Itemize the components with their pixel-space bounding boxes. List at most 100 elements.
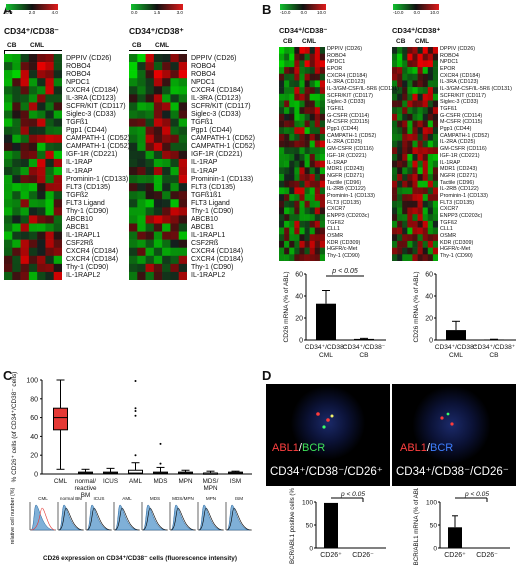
heatmap-cell (407, 100, 413, 108)
heatmap-cell (45, 263, 55, 273)
heatmap-cell (314, 254, 321, 261)
heatmap-cell (145, 102, 155, 111)
heatmap-cell (427, 127, 434, 135)
heatmap-cell (137, 191, 146, 200)
heatmap-cell (412, 227, 418, 235)
heatmap-cell (45, 126, 55, 136)
heatmap-cell (402, 100, 408, 108)
heatmap-cell (4, 118, 13, 127)
heatmap-cell (170, 78, 180, 87)
heatmap-cell (309, 140, 316, 148)
heatmap-cell (284, 194, 290, 202)
heatmap-cell (427, 200, 434, 208)
heatmap-cell (402, 180, 408, 188)
gene-label: ENPP3 (CD203c) (440, 213, 483, 220)
y-tick-label: 0 (429, 338, 433, 345)
heatmap-cell (397, 67, 403, 75)
y-tick-label: 50 (430, 523, 438, 530)
heatmap-cell (162, 183, 171, 192)
heatmap-cell (294, 154, 300, 161)
heatmap-cell (28, 94, 38, 103)
heatmap-cell (12, 118, 21, 127)
gene-label: Thy-1 (CD90) (66, 207, 109, 215)
heatmap-cell (319, 47, 325, 54)
heatmap-cell (289, 227, 295, 235)
heatmap-cell (178, 102, 187, 111)
gene-label: IL-2RA (CD25) (327, 139, 363, 146)
gene-label: SCFR/KIT (CD117) (191, 102, 251, 110)
heatmap-cell (314, 133, 321, 141)
heatmap-cell (412, 160, 418, 168)
heatmap-cell (12, 191, 21, 200)
heatmap-cell (427, 133, 434, 141)
category-label: MDS (154, 478, 168, 485)
y-tick-label: 40 (295, 294, 303, 301)
gene-label: Pgp1 (CD44) (440, 126, 472, 133)
fish-nucleus-1 (316, 412, 334, 429)
heatmap-cell (137, 126, 146, 136)
heatmap-cell (28, 167, 38, 176)
heatmap-cell (427, 67, 434, 75)
y-tick-label: 80 (30, 396, 38, 403)
heatmap-cell (20, 134, 30, 144)
heatmap-cell (422, 47, 429, 54)
heatmap-cell (145, 142, 155, 152)
heatmap-cell (153, 134, 163, 144)
heatmap-cell (319, 160, 325, 168)
heatmap-cell (417, 87, 423, 95)
heatmap-cell (178, 239, 187, 249)
heatmap-cell (162, 134, 171, 144)
x-cat-label: CD34⁺/CD38⁻ (343, 344, 386, 351)
heatmap-cell (309, 154, 316, 161)
heatmap-cell (309, 127, 316, 135)
heatmap-cell (299, 60, 305, 68)
heatmap-cell (45, 167, 55, 176)
gene-label: IL-1RAPL2 (66, 272, 101, 280)
heatmap-cell (422, 220, 429, 228)
heatmap-cell (407, 140, 413, 148)
gene-label: TGFß2 (440, 219, 458, 226)
heatmap-cell (37, 271, 46, 280)
p-value-label: p < 0.05 (340, 491, 365, 498)
heatmap-cell (392, 207, 398, 215)
heatmap-cell (397, 160, 403, 168)
heatmap-cell (279, 60, 285, 68)
heatmap-cell (178, 142, 187, 152)
heatmap-cell (170, 142, 180, 152)
heatmap-cell (299, 67, 305, 75)
gene-label: IL-2RA (CD25) (440, 139, 476, 146)
heatmap-cell (397, 154, 403, 161)
category-label: normal/ (75, 478, 96, 485)
heatmap-cell (284, 87, 290, 95)
heatmap-cell (309, 247, 316, 255)
gene-label: IL-1RAP (66, 159, 93, 167)
a-group-line-1 (4, 50, 62, 51)
heatmap-cell (314, 240, 321, 248)
heatmap-cell (53, 78, 62, 87)
heatmap-cell (170, 255, 180, 265)
heatmap-cell (417, 207, 423, 215)
heatmap-cell (178, 255, 187, 265)
b-colorscale-1: -10.0 0.0 10.0 (280, 4, 326, 16)
heatmap-cell (304, 140, 310, 148)
heatmap-cell (314, 180, 321, 188)
heatmap-cell (397, 240, 403, 248)
heatmap-cell (319, 113, 325, 121)
heatmap-cell (427, 240, 434, 248)
heatmap-cell (28, 54, 38, 63)
heatmap-cell (407, 214, 413, 222)
gene-label: Siglec-3 (CD33) (191, 111, 241, 119)
heatmap-cell (153, 215, 163, 224)
heatmap-cell (309, 180, 316, 188)
heatmap-cell (432, 207, 438, 215)
heatmap-cell (417, 160, 423, 168)
gene-label: Thy-1 (CD90) (191, 207, 234, 215)
heatmap-cell (137, 150, 146, 160)
heatmap-cell (20, 54, 30, 63)
heatmap-cell (294, 174, 300, 182)
heatmap-cell (145, 191, 155, 200)
gene-label: Pgp1 (CD44) (66, 127, 107, 135)
heatmap-cell (45, 271, 55, 280)
heatmap-cell (129, 175, 138, 184)
heatmap-cell (309, 240, 316, 248)
